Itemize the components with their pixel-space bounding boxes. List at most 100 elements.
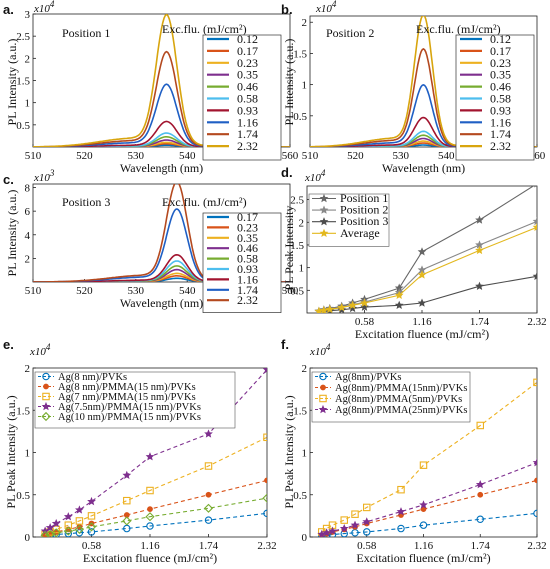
data-point-2-7 xyxy=(146,486,154,495)
legend-label: 0.12 xyxy=(490,32,511,46)
y-axis-label: PL Intensity (a.u.) xyxy=(5,190,19,277)
legend-label: 0.17 xyxy=(237,210,258,224)
y-axis-label: PL Peak Intensity xyxy=(282,206,296,291)
data-point-3-9 xyxy=(532,458,537,467)
x-tick-label: 510 xyxy=(302,150,319,162)
data-point-3-8 xyxy=(204,429,213,438)
legend-label: 1.16 xyxy=(490,115,511,129)
y-tick-label: 2.5 xyxy=(290,195,304,207)
panel-annotation: Position 1 xyxy=(62,26,110,40)
axis-multiplier: x104 xyxy=(33,0,55,15)
data-point-0-8 xyxy=(204,516,213,524)
legend-label: 0.93 xyxy=(237,262,258,276)
legend-label: Position 2 xyxy=(340,203,388,217)
y-tick-label: 1.5 xyxy=(16,76,30,88)
data-point-0-5 xyxy=(87,528,96,536)
plot-area xyxy=(314,186,537,313)
legend-label: 0.46 xyxy=(237,80,258,94)
chart-panel-3: d. x104 0.58 1.16 1.74 2.32 0.5 1 1.5 2 2.5 Excitat… xyxy=(281,165,547,341)
legend-box xyxy=(311,371,471,423)
data-point-4-3 xyxy=(63,526,73,536)
y-axis-label: PL Intensity (a.u.) xyxy=(5,39,19,126)
data-point-0-8 xyxy=(476,515,484,524)
y-tick-label: 2 xyxy=(302,17,308,29)
data-point-3-8 xyxy=(475,480,485,489)
data-point-3-1 xyxy=(45,523,55,532)
data-point-2-4 xyxy=(351,510,359,518)
data-point-2-2 xyxy=(52,525,60,534)
data-point-1-9 xyxy=(534,477,537,484)
data-point-3-3 xyxy=(339,523,349,533)
legend-label: Ag(8nm)/PMMA(15nm)/PVKs xyxy=(335,383,467,394)
data-point-2-7 xyxy=(475,281,484,290)
series-line-3 xyxy=(44,369,267,532)
legend-label: 0.23 xyxy=(490,56,511,70)
data-point-3-6 xyxy=(122,470,132,480)
y-tick-label: 4 xyxy=(25,230,31,242)
data-point-2-7 xyxy=(419,461,428,469)
legend-label: Position 1 xyxy=(340,191,388,205)
data-point-3-3 xyxy=(63,512,73,521)
x-tick-label: 0.58 xyxy=(357,540,377,552)
data-point-1-9 xyxy=(532,216,537,226)
data-point-3-2 xyxy=(328,526,337,535)
legend-marker xyxy=(319,394,327,403)
legend-label: 0.17 xyxy=(490,44,511,58)
x-tick-label: 1.74 xyxy=(471,540,491,552)
data-point-4-8 xyxy=(203,503,214,513)
x-tick-label: 540 xyxy=(179,150,196,162)
x-tick-label: 1.74 xyxy=(199,540,219,552)
legend-marker xyxy=(318,404,328,414)
x-axis-label: Wavelength (nm) xyxy=(382,161,465,175)
legend-marker xyxy=(42,392,50,401)
data-point-4-6 xyxy=(122,516,132,526)
x-tick-label: 1.16 xyxy=(414,540,434,552)
data-point-3-7 xyxy=(419,500,428,509)
data-point-0-8 xyxy=(475,215,484,224)
data-point-0-7 xyxy=(419,521,428,529)
chart-panel-5: f. x104 0.58 1.16 1.74 2.32 0 0.5 1 1.5 2 Excitatio… xyxy=(281,337,547,565)
chart-panel-4: e. x104 0.58 1.16 1.74 2.32 0 0.5 1 1.5 2 Excitatio… xyxy=(3,337,277,565)
x-tick-label: 520 xyxy=(76,150,93,162)
legend-label: 0.35 xyxy=(237,231,258,245)
legend-label: 0.46 xyxy=(490,80,511,94)
legend-label: Ag(8nm)/PVKs xyxy=(335,372,402,383)
x-tick-label: 530 xyxy=(128,150,145,162)
x-tick-label: 540 xyxy=(179,285,196,297)
legend-marker xyxy=(43,383,49,390)
data-point-2-6 xyxy=(397,485,405,494)
data-point-2-4 xyxy=(360,302,369,311)
legend-label: 0.12 xyxy=(237,32,258,46)
y-tick-label: 1 xyxy=(25,98,31,110)
legend-label: 0.93 xyxy=(490,103,511,117)
y-tick-label: 2 xyxy=(299,217,305,229)
legend-title: Exc.flu. (mJ/cm²) xyxy=(162,22,247,36)
series-line-2 xyxy=(44,436,267,535)
chart-panel-1: b.x1045105205305405505600.511.52Waveleng… xyxy=(281,0,546,175)
data-point-3-2 xyxy=(51,518,61,528)
legend-label: 1.74 xyxy=(490,127,511,141)
y-tick-label: 2 xyxy=(25,53,31,65)
legend-marker xyxy=(319,228,329,238)
data-point-3-7 xyxy=(145,452,155,461)
legend-label: 0.58 xyxy=(237,92,258,106)
legend-label: Average xyxy=(340,226,380,240)
data-point-3-9 xyxy=(532,222,537,231)
chart-panel-2: c.x1035105205305405505602468Wavelength (… xyxy=(3,168,299,313)
panel-letter: d. xyxy=(281,165,293,180)
y-tick-label: 2 xyxy=(25,253,31,265)
y-tick-label: 0 xyxy=(302,532,308,544)
legend-box xyxy=(202,212,282,313)
legend-label: 0.58 xyxy=(490,92,511,106)
legend-label: Ag(8nm)/PMMA(25nm)/PVKs xyxy=(335,405,467,416)
legend-marker xyxy=(41,411,51,422)
data-point-2-9 xyxy=(533,378,537,387)
y-tick-label: 0.5 xyxy=(293,111,307,123)
x-tick-label: 560 xyxy=(282,150,299,162)
data-point-0-7 xyxy=(417,247,427,256)
y-tick-label: 6 xyxy=(25,206,31,218)
data-point-3-2 xyxy=(325,304,335,313)
axis-multiplier: x103 xyxy=(33,168,55,184)
